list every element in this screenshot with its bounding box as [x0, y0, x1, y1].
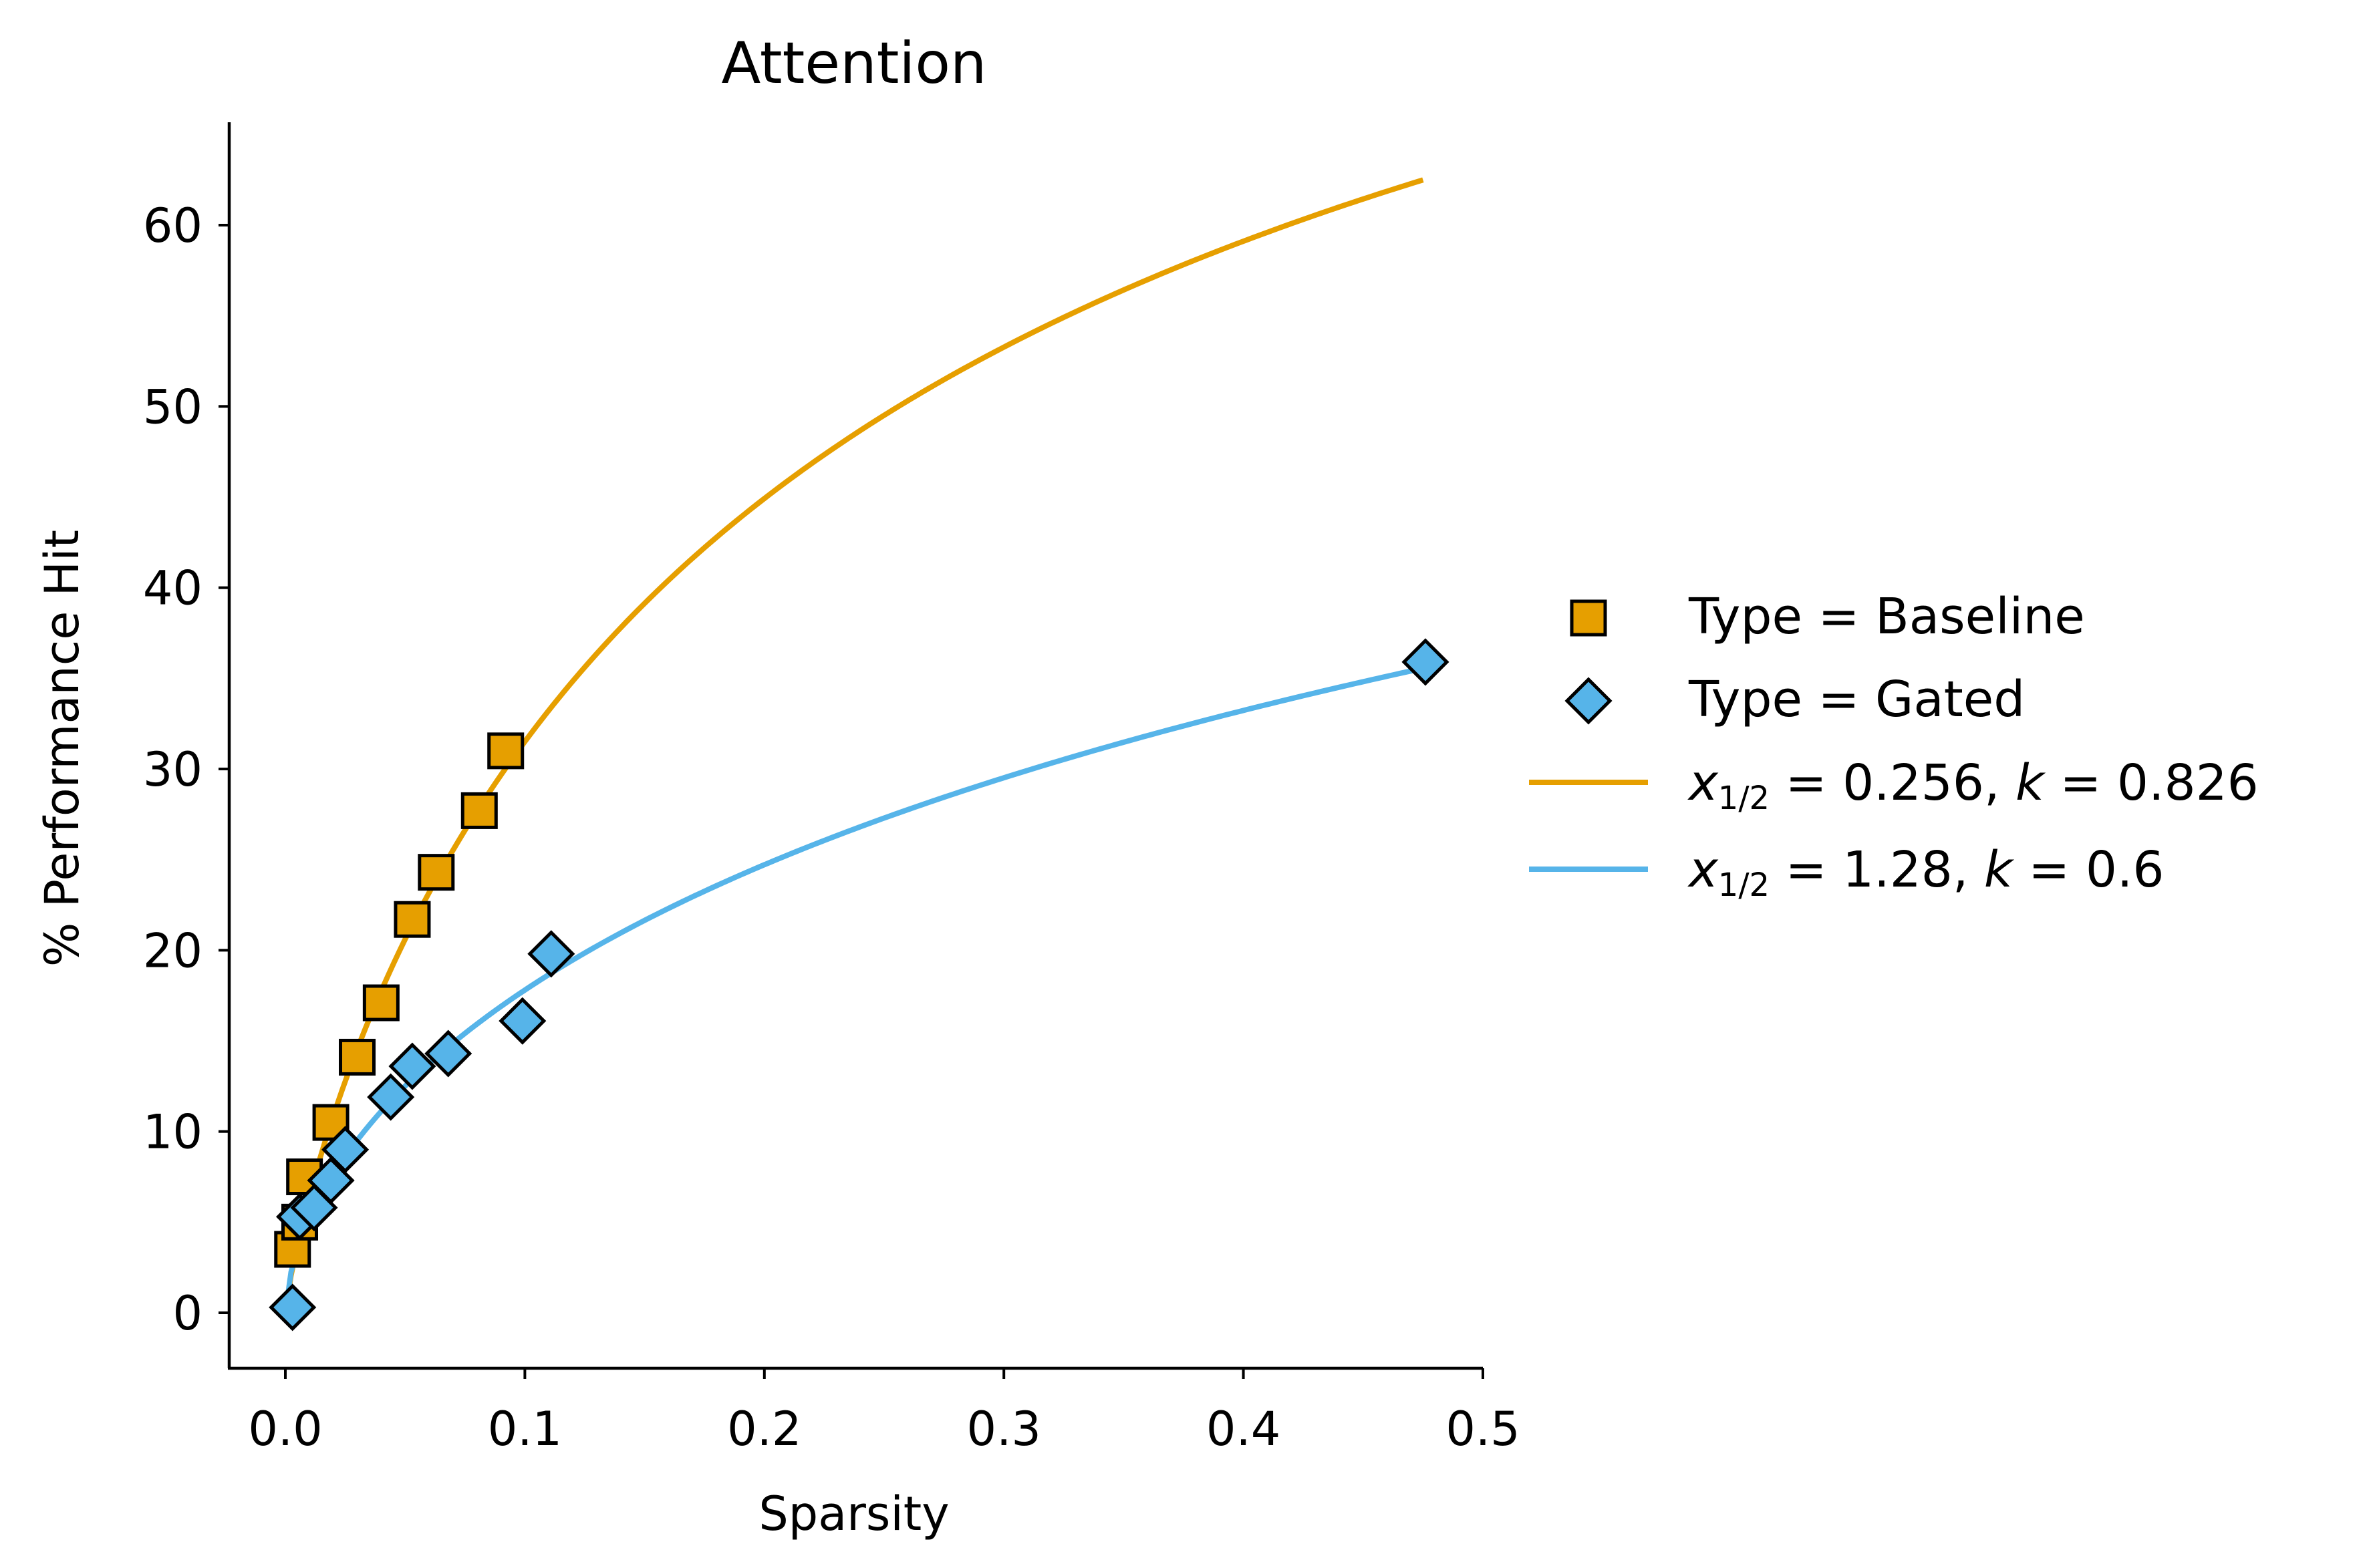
baseline-point — [460, 792, 498, 829]
gated-point — [424, 1030, 472, 1078]
x-tick-label: 0.5 — [1445, 1402, 1520, 1456]
legend-fit-baseline-k: k — [2015, 754, 2046, 812]
gated-point — [1401, 638, 1449, 686]
y-tick-label: 40 — [143, 561, 202, 616]
y-axis-label: % Performance Hit — [35, 530, 90, 967]
gated-point — [307, 1156, 355, 1205]
y-tick-label: 0 — [172, 1286, 202, 1341]
gated-point — [527, 930, 575, 978]
chart-title: Attention — [722, 30, 987, 97]
baseline-point — [339, 1038, 376, 1076]
x-tick-label: 0.0 — [248, 1402, 322, 1456]
baseline-point — [418, 854, 455, 891]
x-tick-label: 0.4 — [1206, 1402, 1280, 1456]
x-ticks: 0.0 0.1 0.2 0.3 0.4 0.5 — [248, 1368, 1520, 1456]
baseline-point — [487, 732, 525, 770]
y-tick-label: 30 — [143, 742, 202, 797]
y-tick-label: 60 — [143, 198, 202, 253]
y-tick-label: 10 — [143, 1105, 202, 1160]
y-ticks: 0 10 20 30 40 50 60 — [143, 198, 229, 1341]
fit-curve-gated — [283, 665, 1424, 1313]
legend-gated-label: Type = Gated — [1688, 671, 2025, 728]
gated-point — [269, 1283, 317, 1331]
y-tick-label: 50 — [143, 379, 202, 434]
legend-fit-baseline-var: x — [1687, 754, 1719, 812]
gated-point — [367, 1073, 415, 1121]
legend-gated-marker — [1564, 677, 1613, 725]
baseline-point — [362, 984, 400, 1022]
legend-baseline-label: Type = Baseline — [1688, 588, 2085, 645]
legend-fit-baseline-sub: 1/2 — [1718, 780, 1770, 817]
legend-baseline-marker — [1570, 599, 1607, 637]
legend-fit-baseline-label: x1/2 = 0.256, k = 0.826 — [1687, 754, 2259, 817]
baseline-point — [394, 901, 431, 938]
x-tick-label: 0.1 — [488, 1402, 562, 1456]
legend-fit-gated-var: x — [1687, 841, 1719, 899]
data-points — [269, 638, 1449, 1331]
legend-fit-baseline-eq: = 0.256, — [1770, 754, 2015, 812]
legend-fit-baseline-k-eq: = 0.826 — [2044, 754, 2259, 812]
x-axis-label: Sparsity — [758, 1486, 949, 1541]
legend-fit-gated-k: k — [1984, 841, 2015, 899]
fit-curve-baseline — [283, 177, 1424, 1313]
fit-curves — [283, 177, 1424, 1313]
gated-point — [499, 997, 547, 1045]
legend-fit-gated-eq: = 1.28, — [1770, 841, 1984, 899]
legend-fit-gated-label: x1/2 = 1.28, k = 0.6 — [1687, 841, 2165, 904]
x-tick-label: 0.3 — [967, 1402, 1041, 1456]
gated-point — [321, 1126, 370, 1174]
legend-fit-gated-k-eq: = 0.6 — [2013, 841, 2165, 899]
y-tick-label: 20 — [143, 923, 202, 978]
legend-fit-gated-sub: 1/2 — [1718, 867, 1770, 904]
legend: Type = Baseline Type = Gated x1/2 = 0.25… — [1529, 588, 2259, 904]
gated-point — [388, 1042, 436, 1090]
x-tick-label: 0.2 — [727, 1402, 801, 1456]
